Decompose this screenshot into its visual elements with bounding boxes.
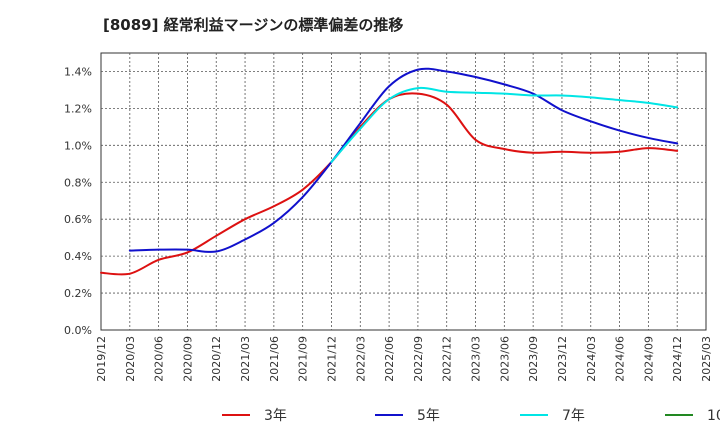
x-tick-label: 2023/09 — [527, 336, 540, 382]
x-tick-label: 2024/12 — [671, 336, 684, 382]
x-tick-label: 2022/12 — [441, 336, 454, 382]
x-tick-label: 2020/06 — [153, 336, 166, 382]
y-tick-label: 1.0% — [64, 139, 92, 152]
x-tick-label: 2021/03 — [239, 336, 252, 382]
y-tick-label: 0.2% — [64, 287, 92, 300]
series-line-2 — [128, 67, 679, 253]
y-tick-label: 0.6% — [64, 213, 92, 226]
x-tick-label: 2021/06 — [268, 336, 281, 382]
x-tick-label: 2024/03 — [585, 336, 598, 382]
x-tick-label: 2021/12 — [325, 336, 338, 382]
y-tick-label: 0.4% — [64, 250, 92, 263]
legend-label-3: 7年 — [562, 408, 585, 424]
x-tick-label: 2020/09 — [181, 336, 194, 382]
x-tick-label: 2022/06 — [383, 336, 396, 382]
x-tick-label: 2024/09 — [642, 336, 655, 382]
y-tick-label: 1.2% — [64, 102, 92, 115]
y-tick-label: 0.0% — [64, 324, 92, 337]
x-tick-label: 2023/03 — [470, 336, 483, 382]
legend-label-4: 10年 — [707, 408, 720, 424]
x-tick-label: 2019/12 — [95, 336, 108, 382]
x-tick-label: 2022/09 — [412, 336, 425, 382]
y-tick-label: 1.4% — [64, 65, 92, 78]
y-tick-label: 0.8% — [64, 176, 92, 189]
x-tick-label: 2020/03 — [124, 336, 137, 382]
legend-label-1: 3年 — [264, 408, 287, 424]
x-tick-label: 2024/06 — [614, 336, 627, 382]
legend: 3年 5年 7年 10年 — [222, 408, 720, 424]
x-tick-label: 2023/06 — [498, 336, 511, 382]
x-tick-label: 2022/03 — [354, 336, 367, 382]
series-line-3 — [330, 86, 679, 163]
x-tick-label: 2021/09 — [297, 336, 310, 382]
chart-title: [8089] 経常利益マージンの標準偏差の推移 — [103, 16, 403, 34]
plot-area: 2019/12 2020/03 2020/06 2020/09 2020/12 2021/… — [64, 52, 713, 382]
x-tick-label: 2023/12 — [556, 336, 569, 382]
x-tick-label: 2020/12 — [210, 336, 223, 382]
legend-label-2: 5年 — [417, 408, 440, 424]
x-tick-label: 2025/03 — [700, 336, 713, 382]
